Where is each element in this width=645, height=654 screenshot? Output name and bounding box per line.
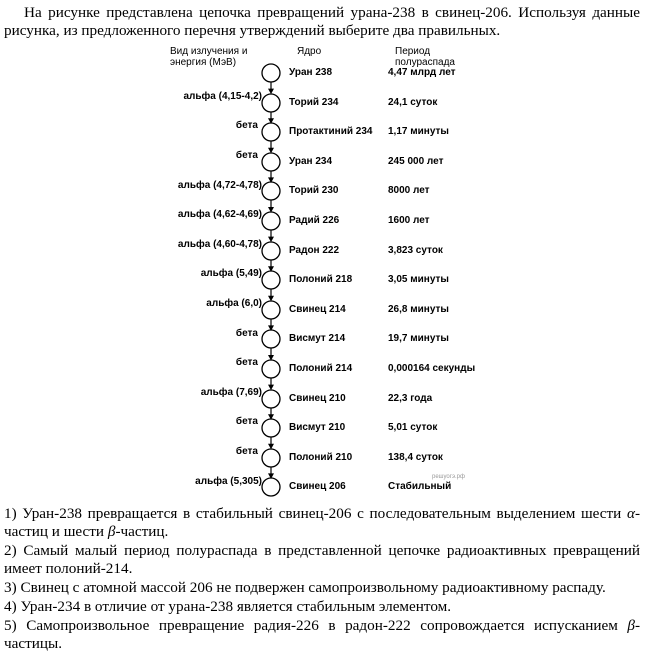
nucleus-name: Уран 234: [289, 155, 333, 167]
nucleus-name: Торий 234: [289, 96, 339, 108]
half-life-value: 24,1 суток: [388, 96, 438, 108]
header-emission: Вид излучения и энергия (МэВ): [170, 46, 248, 68]
nucleus-name: Торий 230: [289, 185, 339, 197]
decay-label-alpha: альфа (4,60-4,78): [177, 238, 262, 250]
half-life-value: 1600 лет: [388, 215, 430, 226]
nucleus-name: Радий 226: [289, 215, 340, 226]
half-life-value: 0,000164 секунды: [388, 363, 476, 374]
arrow-head-icon: [268, 473, 274, 479]
nucleus-name: Свинец 214: [289, 303, 346, 315]
half-life-value: 3,05 минуты: [388, 274, 449, 286]
nucleus-circle-icon: [260, 269, 282, 291]
decay-label-alpha: альфа (4,62-4,69): [177, 209, 262, 221]
statement-text: 5) Самопроизвольное превращение радия-22…: [4, 617, 628, 634]
nucleus-circle-icon: [260, 476, 282, 498]
arrow-head-icon: [268, 266, 274, 272]
nucleus-circle-icon: [260, 328, 282, 350]
arrow-head-icon: [268, 177, 274, 183]
half-life-value: 245 000 лет: [388, 155, 444, 167]
nucleus-name: Полоний 214: [289, 363, 353, 374]
nucleus-circle-icon: [260, 180, 282, 202]
statement-text: 4) Уран-234 в отличие от урана-238 являе…: [4, 598, 452, 615]
decay-label-alpha: альфа (7,69): [200, 386, 262, 398]
decay-label-alpha: альфа (5,49): [200, 268, 262, 280]
arrow-head-icon: [268, 414, 274, 420]
decay-label-beta: бета: [235, 357, 258, 369]
statement-text: -частиц и шести: [4, 505, 640, 540]
nucleus-circle-icon: [260, 299, 282, 321]
nucleus-name: Полоний 210: [289, 451, 353, 463]
half-life-value: 26,8 минуты: [388, 303, 449, 315]
nucleus-circle-icon: [260, 121, 282, 143]
nucleus-circle-icon: [260, 388, 282, 410]
decay-label-alpha: альфа (6,0): [206, 298, 262, 309]
nucleus-name: Свинец 206: [289, 481, 346, 493]
nucleus-name: Висмут 214: [289, 333, 346, 345]
nucleus-circle-icon: [260, 210, 282, 232]
header-nucleus: Ядро: [297, 46, 322, 57]
particle-symbol: α: [626, 505, 635, 522]
statement-text: 1) Уран-238 превращается в стабильный св…: [4, 505, 627, 522]
nucleus-circle-icon: [260, 240, 282, 262]
decay-label-alpha: альфа (4,72-4,78): [177, 179, 262, 191]
half-life-value: 138,4 суток: [388, 451, 443, 463]
decay-chain-figure: Вид излучения и энергия (МэВ) Ядро Перио…: [170, 46, 476, 498]
arrow-head-icon: [268, 295, 274, 302]
half-life-value: 4,47 млрд лет: [388, 67, 456, 78]
nucleus-name: Протактиний 234: [289, 126, 373, 138]
particle-symbol: β: [627, 617, 635, 634]
nucleus-name: Уран 238: [289, 67, 333, 78]
nucleus-circle-icon: [260, 358, 282, 380]
nucleus-name: Радон 222: [289, 244, 340, 256]
decay-label-beta: бета: [235, 150, 258, 161]
nucleus-name: Полоний 218: [289, 274, 353, 286]
intro-paragraph: На рисунке представлена цепочка превраще…: [4, 4, 640, 39]
arrow-head-icon: [268, 147, 274, 154]
nucleus-circle-icon: [260, 62, 282, 84]
statement-text: 3) Свинец с атомной массой 206 не подвер…: [4, 579, 606, 596]
particle-symbol: β: [107, 523, 116, 540]
statement-list: 1) Уран-238 превращается в стабильный св…: [4, 505, 640, 654]
statement-text: -частицы.: [4, 617, 640, 652]
statement-text: 2) Самый малый период полураспада в пред…: [4, 542, 640, 577]
half-life-value: 8000 лет: [388, 185, 430, 197]
statement-text: -частиц.: [115, 523, 169, 540]
decay-label-alpha: альфа (5,305): [195, 475, 262, 487]
decay-label-beta: бета: [235, 120, 258, 132]
half-life-value: 22,3 года: [388, 392, 433, 404]
half-life-value: 1,17 минуты: [388, 126, 449, 138]
nucleus-circle-icon: [260, 447, 282, 469]
nucleus-name: Свинец 210: [289, 392, 346, 404]
arrow-head-icon: [268, 443, 274, 450]
half-life-value: 19,7 минуты: [388, 333, 449, 345]
arrow-head-icon: [268, 325, 274, 331]
arrow-head-icon: [268, 384, 274, 391]
nucleus-name: Висмут 210: [289, 422, 346, 434]
arrow-head-icon: [268, 236, 274, 243]
decay-label-beta: бета: [235, 327, 258, 339]
arrow-head-icon: [268, 355, 274, 361]
nucleus-circle-icon: [260, 92, 282, 114]
statement-5: 5) Самопроизвольное превращение радия-22…: [4, 617, 640, 653]
half-life-value: 3,823 суток: [388, 244, 443, 256]
half-life-value: 5,01 суток: [388, 422, 438, 434]
decay-arrows: [268, 82, 274, 479]
statement-1: 1) Уран-238 превращается в стабильный св…: [4, 505, 640, 541]
header-half-life: Период полураспада: [395, 46, 455, 68]
arrow-head-icon: [268, 88, 274, 95]
arrow-head-icon: [268, 118, 274, 124]
statement-3: 3) Свинец с атомной массой 206 не подвер…: [4, 579, 640, 597]
statement-4: 4) Уран-234 в отличие от урана-238 являе…: [4, 598, 640, 616]
decay-label-beta: бета: [235, 446, 258, 457]
half-life-value: Стабильный: [388, 481, 452, 493]
nucleus-circle-icon: [260, 417, 282, 439]
decay-label-beta: бета: [235, 416, 258, 428]
arrow-head-icon: [268, 207, 274, 213]
statement-2: 2) Самый малый период полураспада в пред…: [4, 542, 640, 578]
watermark: решуогэ.рф: [432, 474, 465, 480]
nucleus-circle-icon: [260, 151, 282, 173]
decay-label-alpha: альфа (4,15-4,2): [183, 90, 262, 102]
